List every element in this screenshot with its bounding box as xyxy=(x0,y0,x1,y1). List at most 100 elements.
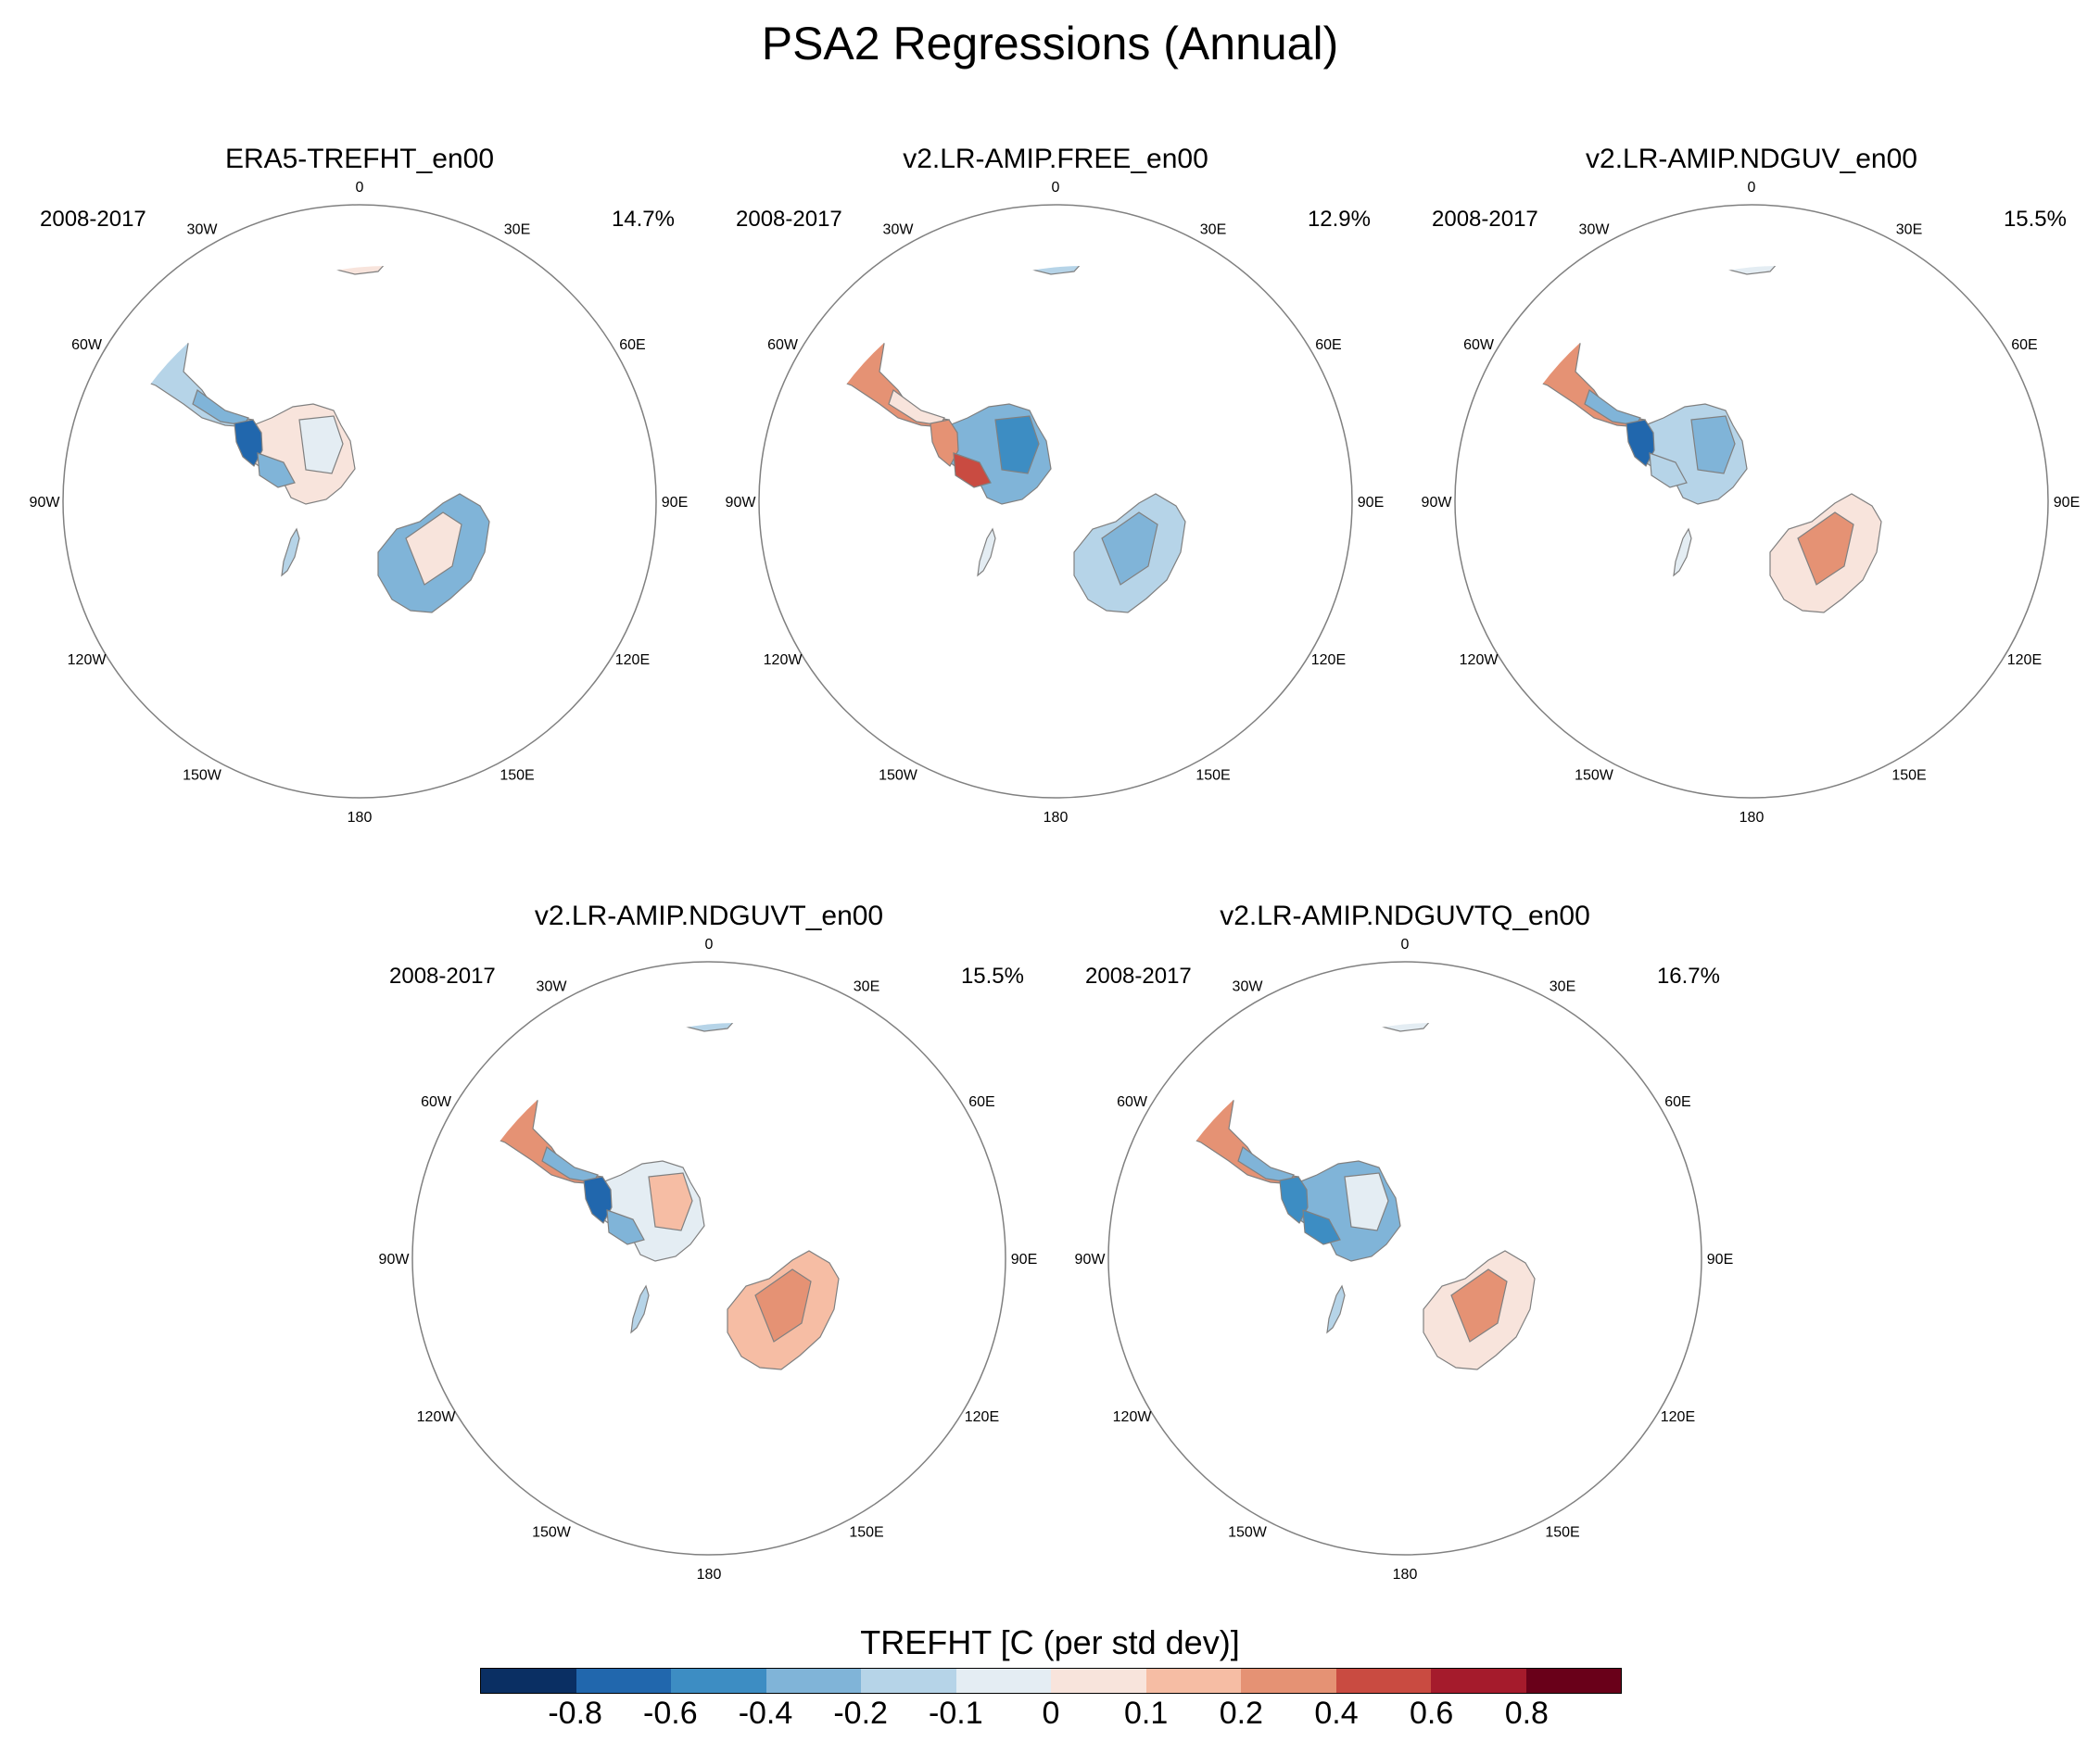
map-panel: v2.LR-AMIP.NDGUVT_en00 2008-2017 15.5% 0… xyxy=(379,901,1038,1583)
colorbar-box xyxy=(1335,1669,1431,1693)
period-label: 2008-2017 xyxy=(40,207,146,232)
region-west-antarctica xyxy=(606,1209,645,1245)
period-label: 2008-2017 xyxy=(1432,207,1538,232)
polar-map: 0 30E 60E 90E 120E 150E 180 150W 120W 90W 60W 30W xyxy=(1422,180,2081,826)
colorbar-tick: 0.1 xyxy=(1124,1696,1169,1731)
map-panel: v2.LR-AMIP.NDGUVTQ_en00 2008-2017 16.7% … xyxy=(1075,901,1734,1583)
colorbar-box xyxy=(1051,1669,1146,1693)
map-border xyxy=(758,204,1353,799)
longitude-label: 30W xyxy=(537,979,568,995)
colorbar-tick: 0 xyxy=(1042,1696,1060,1731)
panel-title: v2.LR-AMIP.FREE_en00 xyxy=(903,144,1208,174)
longitude-label: 150E xyxy=(1891,767,1926,783)
variance-percent: 15.5% xyxy=(960,964,1024,989)
period-label: 2008-2017 xyxy=(736,207,842,232)
longitude-label: 90W xyxy=(1075,1252,1107,1268)
ocean xyxy=(1455,205,2048,798)
region-australia-core xyxy=(1450,1268,1508,1343)
longitude-label: 30W xyxy=(883,222,915,238)
longitude-label: 150W xyxy=(879,767,918,783)
longitude-label: 180 xyxy=(1739,810,1765,826)
panel-title: v2.LR-AMIP.NDGUV_en00 xyxy=(1586,144,1917,174)
region-west-antarctica xyxy=(1649,452,1688,488)
panel-title: v2.LR-AMIP.NDGUVTQ_en00 xyxy=(1220,901,1590,931)
region-australia-core xyxy=(1101,511,1158,586)
region-new-zealand xyxy=(1673,527,1692,577)
longitude-label: 30E xyxy=(504,222,530,238)
longitude-label: 180 xyxy=(348,810,373,826)
longitude-label: 90W xyxy=(726,495,757,511)
longitude-label: 60W xyxy=(1463,337,1495,353)
longitude-label: 120E xyxy=(965,1409,999,1425)
longitude-label: 90W xyxy=(1422,495,1453,511)
longitude-label: 30E xyxy=(1896,222,1922,238)
variance-percent: 14.7% xyxy=(611,207,675,232)
longitude-label: 60E xyxy=(1664,1094,1690,1110)
period-label: 2008-2017 xyxy=(1085,964,1192,989)
longitude-label: 180 xyxy=(1393,1567,1418,1583)
colorbar-tick: 0.4 xyxy=(1314,1696,1359,1731)
variance-percent: 12.9% xyxy=(1307,207,1371,232)
longitude-label: 30E xyxy=(1550,979,1575,995)
map-border xyxy=(411,961,1006,1556)
longitude-label: 120E xyxy=(615,652,650,668)
ocean xyxy=(63,205,656,798)
region-east-antarctica xyxy=(1344,1172,1389,1231)
region-australia-core xyxy=(1797,511,1854,586)
longitude-label: 0 xyxy=(1401,937,1410,953)
longitude-label: 150E xyxy=(500,767,534,783)
longitude-label: 0 xyxy=(1052,180,1060,196)
variance-percent: 15.5% xyxy=(2003,207,2067,232)
longitude-label: 30W xyxy=(1233,979,1264,995)
longitude-label: 150W xyxy=(1228,1524,1268,1540)
period-label: 2008-2017 xyxy=(389,964,496,989)
panel-title: ERA5-TREFHT_en00 xyxy=(224,144,495,174)
longitude-label: 150W xyxy=(532,1524,572,1540)
polar-map: 0 30E 60E 90E 120E 150E 180 150W 120W 90W 60W 30W xyxy=(1075,937,1734,1583)
variance-percent: 16.7% xyxy=(1656,964,1720,989)
panel-title: v2.LR-AMIP.NDGUVT_en00 xyxy=(534,901,884,931)
colorbar-box xyxy=(1241,1669,1336,1693)
region-east-antarctica xyxy=(298,415,344,474)
figure-title: PSA2 Regressions (Annual) xyxy=(761,18,1339,69)
colorbar-box xyxy=(765,1669,861,1693)
longitude-label: 90W xyxy=(30,495,61,511)
colorbar-box xyxy=(1431,1669,1526,1693)
longitude-label: 180 xyxy=(697,1567,722,1583)
longitude-label: 0 xyxy=(1748,180,1756,196)
colorbar-tick: -0.2 xyxy=(833,1696,888,1731)
longitude-label: 150E xyxy=(1545,1524,1579,1540)
colorbar-tick: 0.6 xyxy=(1410,1696,1454,1731)
longitude-label: 90E xyxy=(2054,495,2080,511)
longitude-label: 150E xyxy=(849,1524,883,1540)
region-west-antarctica xyxy=(953,452,992,488)
longitude-label: 120W xyxy=(764,652,803,668)
colorbar-box xyxy=(481,1669,576,1693)
region-east-antarctica xyxy=(994,415,1040,474)
longitude-label: 90E xyxy=(1358,495,1384,511)
colorbar-box xyxy=(671,1669,766,1693)
colorbar-ticks: -0.8 -0.6 -0.4 -0.2 -0.1 0 0.1 0.2 0.4 0.6 0.8 xyxy=(480,1696,1622,1736)
longitude-label: 150W xyxy=(183,767,222,783)
longitude-label: 90W xyxy=(379,1252,411,1268)
longitude-label: 120E xyxy=(2007,652,2042,668)
colorbar-tick: -0.6 xyxy=(643,1696,698,1731)
region-east-antarctica xyxy=(1690,415,1736,474)
colorbar-tick: -0.8 xyxy=(548,1696,602,1731)
colorbar-tick: 0.2 xyxy=(1219,1696,1263,1731)
colorbar-box xyxy=(955,1669,1051,1693)
map-border xyxy=(1454,204,2049,799)
polar-map: 0 30E 60E 90E 120E 150E 180 150W 120W 90W 60W 30W xyxy=(726,180,1385,826)
longitude-label: 120W xyxy=(1460,652,1499,668)
longitude-label: 150W xyxy=(1575,767,1614,783)
longitude-label: 120E xyxy=(1311,652,1346,668)
longitude-label: 90E xyxy=(1707,1252,1733,1268)
region-new-zealand xyxy=(281,527,300,577)
longitude-label: 120E xyxy=(1661,1409,1695,1425)
longitude-label: 60E xyxy=(968,1094,994,1110)
colorbar-title: TREFHT [C (per std dev)] xyxy=(860,1623,1240,1661)
longitude-label: 0 xyxy=(705,937,714,953)
longitude-label: 120W xyxy=(68,652,108,668)
longitude-label: 30E xyxy=(854,979,879,995)
longitude-label: 60W xyxy=(1117,1094,1148,1110)
